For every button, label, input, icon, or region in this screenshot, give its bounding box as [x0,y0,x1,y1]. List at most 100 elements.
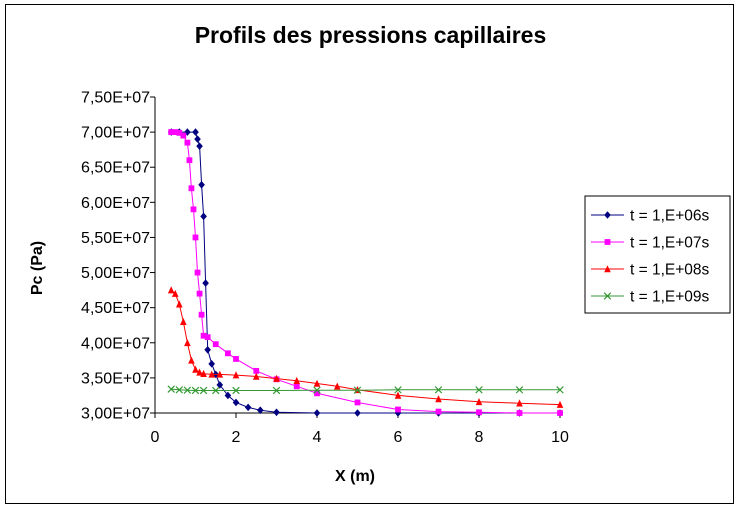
legend-marker [604,211,611,219]
y-tick-label: 6,50E+07 [81,160,150,177]
series-1 [167,128,564,417]
data-point [225,350,231,357]
data-point [475,397,483,406]
data-point [435,395,442,403]
legend-marker [604,239,611,245]
x-tick-label: 6 [394,429,403,446]
legend-label: t = 1,E+07s [630,235,710,252]
data-point [208,360,215,368]
y-tick-label: 5,50E+07 [81,230,150,247]
data-point [516,399,523,407]
data-point [175,386,184,394]
data-point [200,369,207,377]
data-point [313,379,321,387]
data-point [293,383,300,390]
y-tick-label: 6,00E+07 [81,195,150,212]
data-point [516,410,523,416]
data-point [172,129,179,136]
data-point [394,391,402,399]
x-axis-label: X (m) [335,468,375,485]
data-point [273,374,280,382]
data-point [224,391,232,400]
legend-item: t = 1,E+07s [591,235,710,252]
data-point [204,346,211,354]
data-point [293,376,301,384]
data-point [395,406,401,413]
series-line [171,388,560,391]
data-point [200,212,207,221]
y-tick-label: 4,50E+07 [81,300,150,317]
legend-marker [603,292,612,300]
data-point [244,403,252,412]
data-point [176,129,183,136]
x-tick-label: 0 [151,429,160,446]
data-point [190,206,197,213]
x-tick-label: 2 [232,429,241,446]
data-point [184,139,191,146]
data-point [184,338,191,347]
data-point [313,409,321,417]
data-point [354,399,361,406]
series-4 [167,385,564,395]
legend-label: t = 1,E+09s [630,289,710,306]
data-point [176,300,183,308]
data-point [194,269,201,276]
data-point [196,368,203,376]
data-point [188,185,195,192]
legend-item: t = 1,E+08s [591,262,710,279]
data-point [313,386,321,394]
data-point [556,400,564,408]
x-tick-label: 8 [475,429,484,446]
data-point [208,370,215,378]
plot-area [167,128,564,417]
y-tick-label: 7,00E+07 [81,125,150,142]
data-point [333,382,341,390]
y-tick-label: 7,50E+07 [81,90,150,107]
data-point [435,408,442,415]
data-point [353,386,362,394]
data-point [253,367,260,374]
data-point [515,386,524,394]
series-2 [168,129,563,416]
data-point [188,356,195,364]
data-point [204,334,211,341]
data-point [200,332,207,339]
data-point [199,386,208,395]
data-point [167,385,175,393]
legend-item: t = 1,E+09s [591,289,710,306]
chart-title: Profils des pressions capillaires [194,22,547,48]
data-point [216,381,224,389]
series-line [171,131,560,414]
data-point [232,386,240,395]
data-point [216,370,224,378]
data-point [475,386,483,394]
data-point [198,180,205,189]
x-tick-label: 4 [313,429,322,446]
data-point [252,372,260,380]
legend: t = 1,E+06s t = 1,E+07s t = 1,E+08s t = 1,E… [584,195,731,314]
y-tick-label: 3,00E+07 [81,406,150,423]
axes: 3,00E+07 3,50E+07 4,00E+07 4,50E+07 5,00E+07… [81,90,569,447]
y-tick-label: 4,00E+07 [81,335,150,352]
data-point [196,290,203,297]
data-point [272,386,281,395]
data-point [232,371,240,379]
data-point [191,386,200,395]
x-tick-label: 10 [551,429,569,446]
data-point [354,409,361,417]
data-point [232,398,240,407]
data-point [257,406,264,414]
data-point [212,341,219,348]
data-point [557,410,563,416]
data-point [212,386,220,395]
data-point [273,408,280,417]
data-point [186,157,193,164]
data-point [192,128,199,136]
data-point [171,289,179,297]
data-point [194,135,201,143]
y-tick-label: 3,50E+07 [81,370,150,387]
data-point [434,386,443,394]
data-point [167,286,175,294]
data-point [180,317,187,326]
